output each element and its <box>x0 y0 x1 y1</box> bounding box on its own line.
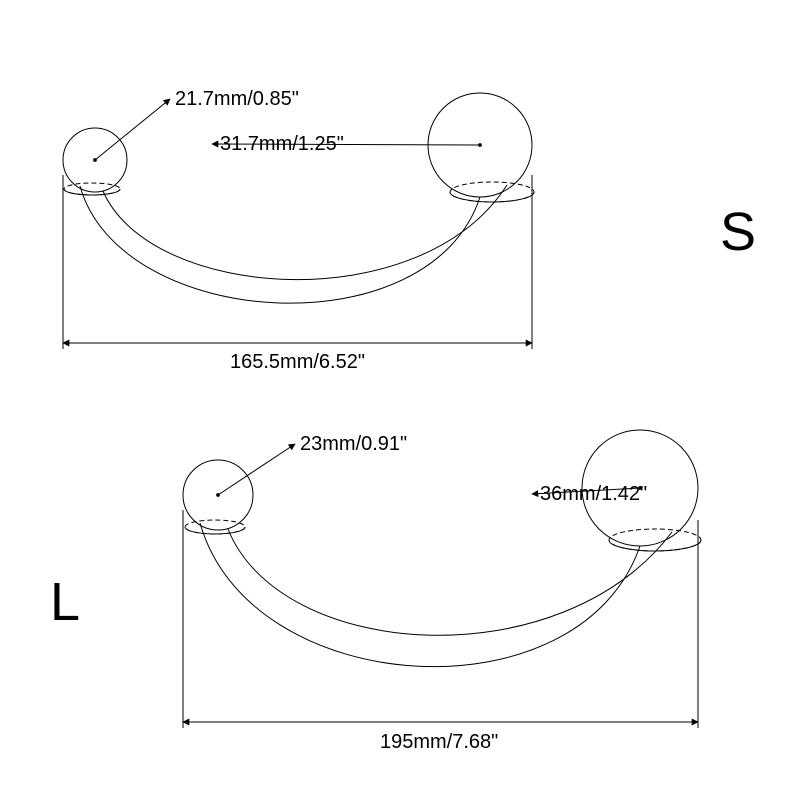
joint-left-front-l <box>185 527 245 534</box>
letter-l: L <box>50 572 80 632</box>
leader-small-l <box>218 444 295 495</box>
curve-top-l <box>228 529 672 635</box>
joint-right-front-l <box>609 540 701 551</box>
size-l-group: 23mm/0.91" 36mm/1.42" 195mm/7.68" L <box>50 430 701 753</box>
leader-small-s <box>95 99 170 160</box>
letter-s: S <box>720 202 756 262</box>
label-small-s: 21.7mm/0.85" <box>175 88 299 110</box>
size-s-group: 21.7mm/0.85" 31.7mm/1.25" 165.5mm/6.52" … <box>63 88 756 373</box>
label-width-s: 165.5mm/6.52" <box>230 351 365 373</box>
dimension-diagram: 21.7mm/0.85" 31.7mm/1.25" 165.5mm/6.52" … <box>0 0 800 800</box>
label-small-l: 23mm/0.91" <box>300 433 407 455</box>
curve-top-s <box>103 185 507 280</box>
label-width-l: 195mm/7.68" <box>380 731 498 753</box>
label-large-l: 36mm/1.42" <box>540 483 647 505</box>
curve-bottom-s <box>80 186 480 303</box>
label-large-s: 31.7mm/1.25" <box>220 133 344 155</box>
curve-bottom-l <box>200 523 640 667</box>
